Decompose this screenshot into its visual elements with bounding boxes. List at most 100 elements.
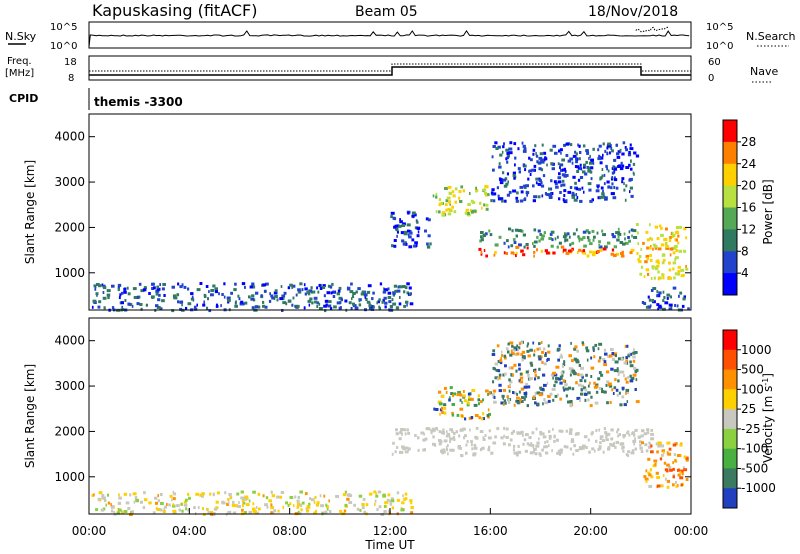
heatmap-cell [162,510,166,513]
heatmap-cell [266,505,269,509]
heatmap-cell [485,203,489,207]
heatmap-cell [577,373,580,377]
heatmap-cell [662,299,665,303]
heatmap-cell [177,300,180,304]
heatmap-cell [453,210,457,214]
heatmap-cell [127,292,131,296]
heatmap-cell [630,228,634,232]
heatmap-cell [494,376,498,380]
heatmap-cell [208,290,210,294]
heatmap-cell [171,285,175,289]
heatmap-cell [270,511,273,515]
heatmap-cell [606,380,610,384]
heatmap-cell [503,142,505,146]
heatmap-cell [537,229,541,233]
heatmap-cell [101,283,104,287]
heatmap-cell [568,431,571,435]
heatmap-cell [544,354,547,357]
heatmap-cell [176,293,180,297]
heatmap-cell [452,194,456,198]
heatmap-cell [195,492,200,496]
heatmap-cell [591,198,594,202]
heatmap-cell [451,205,454,209]
heatmap-cell [581,341,584,345]
heatmap-cell [564,239,566,243]
heatmap-cell [533,450,535,454]
heatmap-cell [414,241,418,245]
heatmap-cell [677,234,680,238]
heatmap-cell [151,282,154,286]
heatmap-cell [238,297,241,301]
heatmap-cell [519,376,524,380]
heatmap-cell [413,244,417,248]
heatmap-cell [142,506,146,510]
heatmap-cell [458,434,461,438]
heatmap-cell [159,493,163,496]
heatmap-cell [575,360,580,364]
heatmap-cell [634,370,638,374]
heatmap-cell [215,500,219,504]
heatmap-cell [328,510,332,513]
heatmap-cell [563,194,566,197]
heatmap-cell [387,296,392,299]
heatmap-cell [406,303,408,307]
colorbar-swatch [723,488,737,509]
heatmap-cell [349,494,353,498]
heatmap-cell [244,511,247,514]
heatmap-cell [440,431,445,435]
heatmap-cell [549,148,553,152]
heatmap-cell [401,224,406,227]
heatmap-cell [506,154,510,158]
heatmap-cell [685,478,689,481]
heatmap-cell [361,503,365,506]
heatmap-cell [508,227,512,231]
heatmap-cell [500,401,504,405]
heatmap-cell [308,502,311,506]
heatmap-cell [650,475,654,479]
heatmap-cell [398,437,402,441]
heatmap-cell [569,186,573,189]
heatmap-cell [93,284,96,288]
heatmap-cell [527,373,530,377]
colorbar-swatch [723,229,737,252]
heatmap-cell [575,152,578,156]
heatmap-cell [650,428,653,432]
heatmap-cell [585,349,590,353]
heatmap-cell [559,148,563,152]
nsearch-label: N.Search [746,30,796,43]
heatmap-cell [249,285,253,289]
heatmap-cell [363,293,368,297]
heatmap-cell [303,306,306,310]
heatmap-cell [530,363,534,367]
heatmap-cell [148,292,151,295]
heatmap-cell [196,303,198,307]
heatmap-cell [534,144,537,148]
heatmap-cell [628,239,631,243]
heatmap-cell [322,284,326,288]
heatmap-cell [271,296,275,300]
heatmap-cell [611,352,615,355]
heatmap-cell [517,167,521,171]
heatmap-cell [614,176,616,180]
heatmap-cell [441,448,446,452]
heatmap-cell [641,301,645,304]
heatmap-cell [603,363,607,367]
heatmap-cell [567,190,572,194]
heatmap-cell [613,192,615,196]
heatmap-cell [662,474,665,477]
heatmap-cell [494,435,497,439]
heatmap-cell [332,295,336,298]
heatmap-cell [565,387,569,391]
heatmap-cell [304,492,308,496]
heatmap-cell [568,235,571,239]
heatmap-cell [614,352,618,356]
heatmap-cell [475,436,479,440]
heatmap-cell [557,347,561,351]
heatmap-cell [598,386,603,390]
heatmap-cell [403,428,406,432]
heatmap-cell [652,287,657,290]
nsky-frame [88,21,692,49]
heatmap-cell [551,449,553,453]
heatmap-cell [422,438,426,442]
heatmap-cell [106,293,111,297]
